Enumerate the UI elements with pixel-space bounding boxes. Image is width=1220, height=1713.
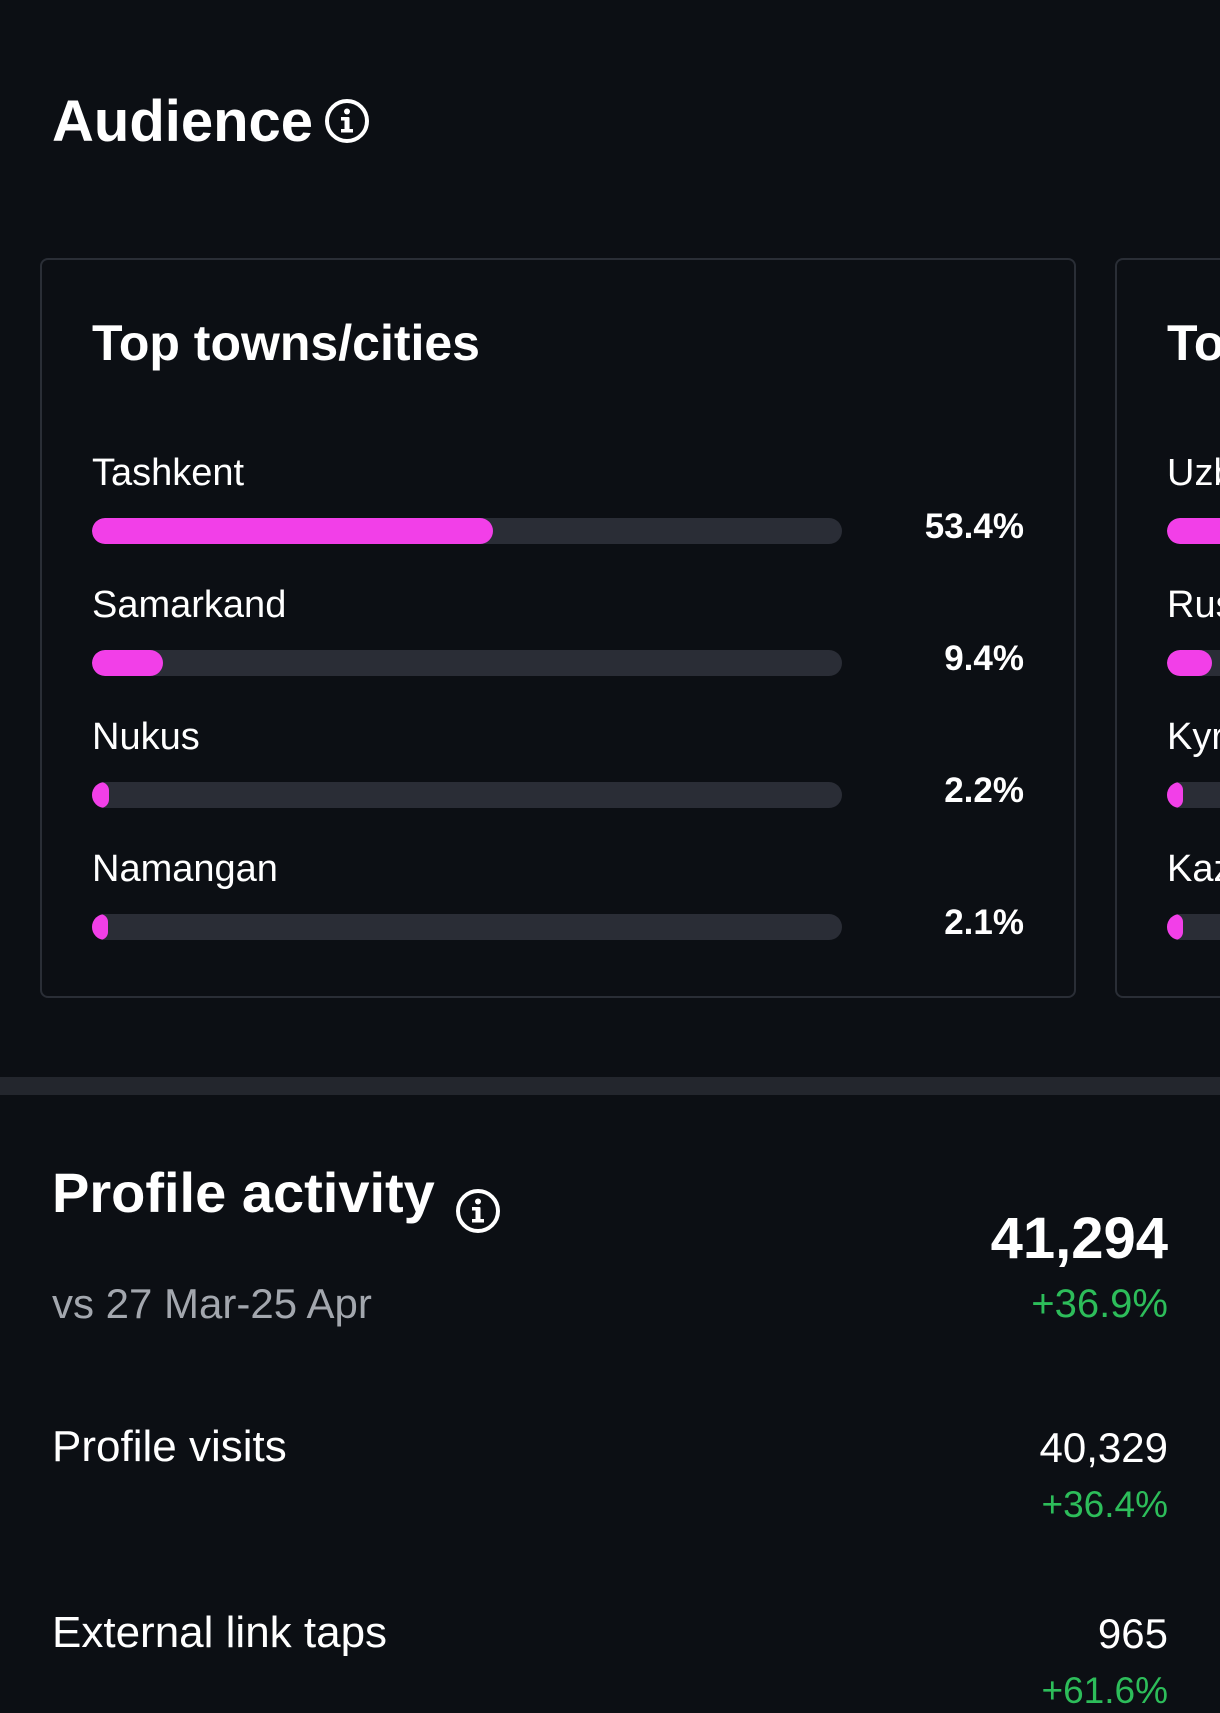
country-bar-track	[1167, 782, 1220, 808]
city-bar-track	[92, 782, 842, 808]
country-bar-fill	[1167, 650, 1212, 676]
city-bar-track	[92, 650, 842, 676]
country-label: Kyr	[1167, 716, 1220, 758]
country-bar-fill	[1167, 914, 1183, 940]
audience-title: Audience	[52, 89, 314, 154]
metric-value: 40,329	[1039, 1424, 1168, 1471]
country-label: Kaz	[1167, 848, 1220, 890]
city-bar-track	[92, 518, 842, 544]
country-label: Rus	[1167, 584, 1220, 626]
city-bar-fill	[92, 914, 108, 940]
city-percentage: 53.4%	[924, 507, 1024, 546]
metric-label: Profile visits	[52, 1422, 287, 1471]
city-label: Samarkand	[92, 584, 287, 626]
metric-value: 965	[1097, 1610, 1168, 1657]
city-bar-fill	[92, 518, 493, 544]
top-countries-card-clip: To Uzb Rus Kyr Kaz	[1115, 258, 1220, 1000]
city-bar-track	[92, 914, 842, 940]
profile-activity-total: 41,294	[990, 1206, 1168, 1271]
city-bar-fill	[92, 650, 163, 676]
city-bar-fill	[92, 782, 109, 808]
top-cities-title: Top towns/cities	[92, 315, 480, 371]
country-bar-track	[1167, 914, 1220, 940]
city-percentage: 9.4%	[944, 639, 1024, 678]
country-bar-track	[1167, 650, 1220, 676]
info-icon[interactable]	[455, 1188, 501, 1234]
country-bar-track	[1167, 518, 1220, 544]
info-icon[interactable]	[324, 98, 370, 144]
top-countries-card[interactable]: To Uzb Rus Kyr Kaz	[1115, 258, 1220, 998]
metric-label: External link taps	[52, 1608, 388, 1657]
profile-activity-total-delta: +36.9%	[1031, 1282, 1168, 1326]
city-label: Namangan	[92, 848, 278, 890]
top-countries-title: To	[1167, 315, 1220, 371]
metric-delta: +36.4%	[1041, 1484, 1168, 1525]
city-percentage: 2.1%	[944, 903, 1024, 942]
city-label: Tashkent	[92, 452, 245, 494]
country-bar-fill	[1167, 782, 1183, 808]
country-bar-fill	[1167, 518, 1220, 544]
top-cities-card[interactable]: Top towns/cities Tashkent 53.4% Samarkan…	[40, 258, 1076, 998]
comparison-period: vs 27 Mar-25 Apr	[52, 1280, 372, 1327]
section-divider	[0, 1077, 1220, 1095]
metric-delta: +61.6%	[1041, 1670, 1168, 1711]
city-percentage: 2.2%	[944, 771, 1024, 810]
profile-activity-title: Profile activity	[52, 1161, 435, 1224]
country-label: Uzb	[1167, 452, 1220, 494]
city-label: Nukus	[92, 716, 200, 758]
